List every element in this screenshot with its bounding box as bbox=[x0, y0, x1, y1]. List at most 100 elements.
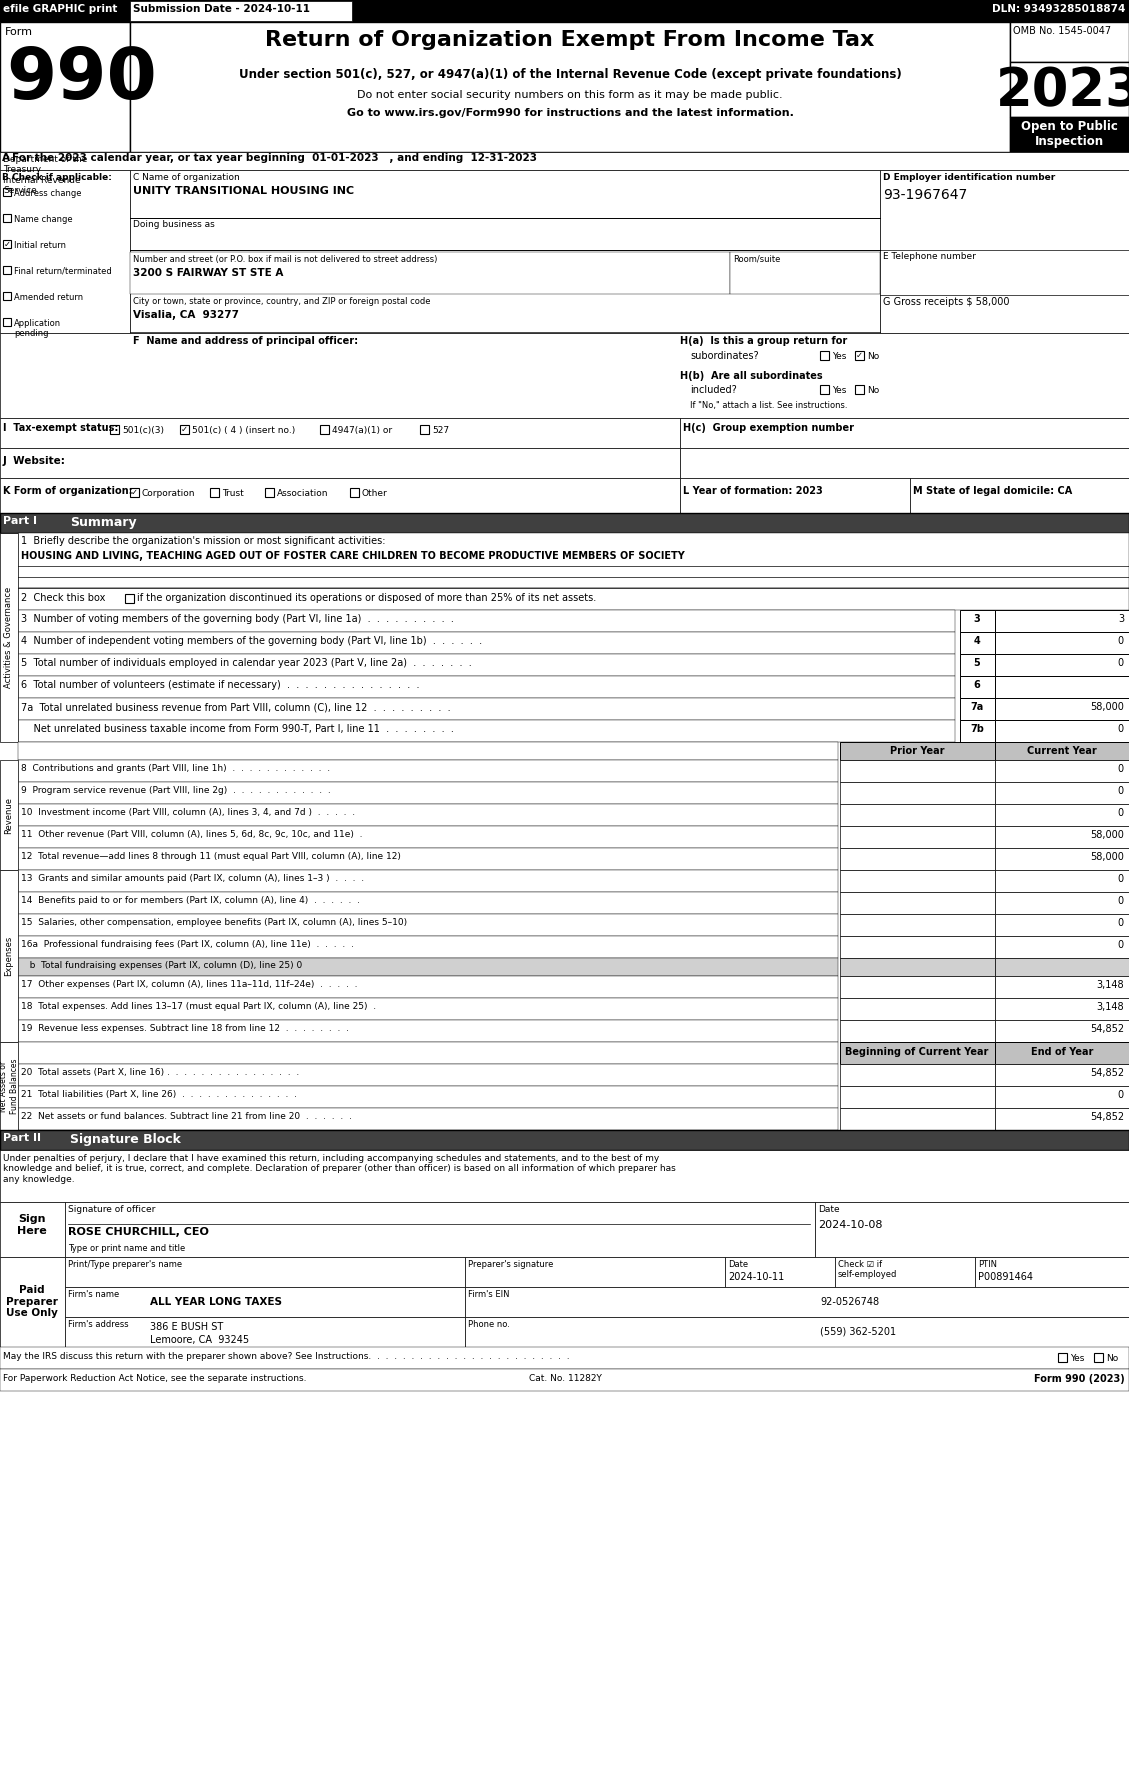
Bar bbox=[960, 698, 995, 721]
Text: Name change: Name change bbox=[14, 215, 72, 224]
Text: Yes: Yes bbox=[832, 351, 847, 360]
Bar bbox=[840, 957, 995, 977]
Text: Net Assets or
Fund Balances: Net Assets or Fund Balances bbox=[0, 1058, 19, 1114]
Bar bbox=[3, 214, 11, 223]
Bar bbox=[840, 742, 995, 759]
Text: Number and street (or P.O. box if mail is not delivered to street address): Number and street (or P.O. box if mail i… bbox=[133, 254, 437, 263]
Text: B Check if applicable:: B Check if applicable: bbox=[2, 173, 112, 182]
Text: 1  Briefly describe the organization's mission or most significant activities:: 1 Briefly describe the organization's mi… bbox=[21, 537, 385, 546]
Bar bbox=[130, 21, 1010, 152]
Bar bbox=[960, 609, 995, 632]
Text: 8  Contributions and grants (Part VIII, line 1h)  .  .  .  .  .  .  .  .  .  .  : 8 Contributions and grants (Part VIII, l… bbox=[21, 765, 330, 774]
Bar bbox=[840, 1086, 995, 1107]
Bar bbox=[995, 977, 1129, 998]
Text: Application
pending: Application pending bbox=[14, 320, 61, 339]
Text: Under penalties of perjury, I declare that I have examined this return, includin: Under penalties of perjury, I declare th… bbox=[3, 1153, 676, 1183]
Text: 2023: 2023 bbox=[996, 65, 1129, 117]
Text: Print/Type preparer's name: Print/Type preparer's name bbox=[68, 1259, 182, 1270]
Bar bbox=[265, 487, 274, 496]
Text: 3,148: 3,148 bbox=[1096, 980, 1124, 991]
Bar bbox=[840, 848, 995, 871]
Bar bbox=[130, 487, 139, 496]
Bar bbox=[820, 351, 829, 360]
Text: Form: Form bbox=[5, 26, 33, 37]
Text: Association: Association bbox=[277, 489, 329, 498]
Bar bbox=[960, 632, 995, 653]
Text: G Gross receipts $ 58,000: G Gross receipts $ 58,000 bbox=[883, 297, 1009, 307]
Bar bbox=[180, 426, 189, 434]
Bar bbox=[3, 187, 11, 196]
Text: Form 990 (2023): Form 990 (2023) bbox=[1034, 1374, 1124, 1385]
Text: ✓: ✓ bbox=[3, 240, 10, 249]
Bar bbox=[0, 334, 1129, 419]
Bar bbox=[18, 1086, 838, 1107]
Bar bbox=[1094, 1353, 1103, 1362]
Text: May the IRS discuss this return with the preparer shown above? See Instructions.: May the IRS discuss this return with the… bbox=[3, 1353, 570, 1362]
Bar bbox=[0, 1203, 65, 1257]
Text: 92-0526748: 92-0526748 bbox=[820, 1296, 879, 1307]
Text: Paid
Preparer
Use Only: Paid Preparer Use Only bbox=[6, 1286, 58, 1317]
Text: (559) 362-5201: (559) 362-5201 bbox=[820, 1326, 896, 1337]
Text: Signature of officer: Signature of officer bbox=[68, 1204, 156, 1213]
Bar bbox=[18, 977, 838, 998]
Text: End of Year: End of Year bbox=[1031, 1047, 1093, 1058]
Bar bbox=[0, 170, 130, 334]
Bar bbox=[995, 698, 1129, 721]
Bar bbox=[0, 1042, 18, 1130]
Text: Trust: Trust bbox=[222, 489, 244, 498]
Bar bbox=[840, 1107, 995, 1130]
Bar bbox=[995, 609, 1129, 632]
Text: 93-1967647: 93-1967647 bbox=[883, 187, 968, 201]
Text: H(c)  Group exemption number: H(c) Group exemption number bbox=[683, 424, 854, 433]
Bar bbox=[0, 871, 18, 1042]
Text: 7a  Total unrelated business revenue from Part VIII, column (C), line 12  .  .  : 7a Total unrelated business revenue from… bbox=[21, 703, 450, 712]
Text: Amended return: Amended return bbox=[14, 293, 84, 302]
Text: 58,000: 58,000 bbox=[1091, 703, 1124, 712]
Text: 15  Salaries, other compensation, employee benefits (Part IX, column (A), lines : 15 Salaries, other compensation, employe… bbox=[21, 918, 408, 927]
Bar bbox=[995, 892, 1129, 915]
Bar bbox=[3, 291, 11, 300]
Text: 4: 4 bbox=[973, 636, 980, 646]
Text: Phone no.: Phone no. bbox=[469, 1319, 510, 1330]
Bar bbox=[1010, 21, 1129, 62]
Bar bbox=[465, 1317, 1129, 1347]
Bar bbox=[995, 782, 1129, 804]
Text: 20  Total assets (Part X, line 16) .  .  .  .  .  .  .  .  .  .  .  .  .  .  .  : 20 Total assets (Part X, line 16) . . . … bbox=[21, 1068, 299, 1077]
Text: 0: 0 bbox=[1118, 659, 1124, 668]
Bar bbox=[18, 653, 955, 676]
Bar bbox=[18, 1021, 838, 1042]
Text: 0: 0 bbox=[1118, 636, 1124, 646]
Bar bbox=[910, 479, 1129, 512]
Text: Summary: Summary bbox=[70, 516, 137, 530]
Bar bbox=[0, 1150, 1129, 1203]
Text: P00891464: P00891464 bbox=[978, 1272, 1033, 1282]
Text: Part II: Part II bbox=[3, 1134, 41, 1143]
Text: 9  Program service revenue (Part VIII, line 2g)  .  .  .  .  .  .  .  .  .  .  .: 9 Program service revenue (Part VIII, li… bbox=[21, 786, 331, 795]
Text: 21  Total liabilities (Part X, line 26)  .  .  .  .  .  .  .  .  .  .  .  .  .  : 21 Total liabilities (Part X, line 26) .… bbox=[21, 1090, 297, 1098]
Text: Corporation: Corporation bbox=[142, 489, 195, 498]
Text: L Year of formation: 2023: L Year of formation: 2023 bbox=[683, 486, 823, 496]
Bar bbox=[960, 721, 995, 742]
Bar bbox=[65, 1317, 465, 1347]
Bar bbox=[995, 1021, 1129, 1042]
Text: ✓: ✓ bbox=[181, 426, 189, 434]
Text: M State of legal domicile: CA: M State of legal domicile: CA bbox=[913, 486, 1073, 496]
Text: Open to Public
Inspection: Open to Public Inspection bbox=[1021, 120, 1118, 148]
Bar bbox=[18, 721, 955, 742]
Text: 4947(a)(1) or: 4947(a)(1) or bbox=[332, 426, 392, 434]
Bar bbox=[0, 1369, 1129, 1392]
Bar bbox=[110, 426, 119, 434]
Bar bbox=[3, 318, 11, 327]
Text: Cat. No. 11282Y: Cat. No. 11282Y bbox=[528, 1374, 602, 1383]
Bar bbox=[18, 533, 1129, 588]
Text: Prior Year: Prior Year bbox=[890, 745, 944, 756]
Text: Revenue: Revenue bbox=[5, 796, 14, 834]
Text: D Employer identification number: D Employer identification number bbox=[883, 173, 1056, 182]
Text: Yes: Yes bbox=[832, 387, 847, 396]
Text: For the 2023 calendar year, or tax year beginning  01-01-2023   , and ending  12: For the 2023 calendar year, or tax year … bbox=[12, 154, 537, 162]
Bar bbox=[960, 653, 995, 676]
Bar bbox=[210, 487, 219, 496]
Text: Current Year: Current Year bbox=[1027, 745, 1097, 756]
Bar bbox=[3, 267, 11, 274]
Text: 6  Total number of volunteers (estimate if necessary)  .  .  .  .  .  .  .  .  .: 6 Total number of volunteers (estimate i… bbox=[21, 680, 420, 691]
